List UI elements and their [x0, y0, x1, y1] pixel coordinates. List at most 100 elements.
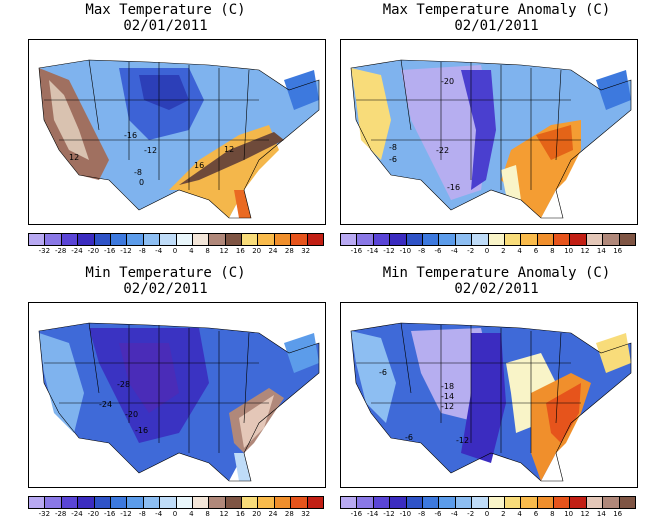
- legend-tick-label: 8: [205, 247, 210, 255]
- legend-tick-label: 20: [252, 247, 262, 255]
- legend-swatch: [439, 234, 456, 245]
- legend-swatch: [160, 497, 177, 508]
- legend-swatch: [225, 234, 243, 245]
- legend-swatch: [472, 234, 489, 245]
- legend-tick-label: 32: [301, 510, 311, 518]
- legend-swatch: [521, 497, 538, 508]
- legend-tick-label: -12: [383, 247, 395, 255]
- legend-tick-label: 24: [268, 247, 278, 255]
- legend-tick-label: 4: [189, 247, 194, 255]
- panel-max-temperature-anomaly: Max Temperature Anomaly (C) 02/01/2011 -…: [331, 0, 662, 263]
- legend-tick-label: -4: [155, 510, 163, 518]
- legend-tick-label: -16: [103, 247, 116, 255]
- legend-tick-label: -8: [418, 247, 426, 255]
- legend-swatch: [373, 497, 391, 508]
- legend-swatch: [110, 234, 128, 245]
- legend-swatch: [78, 497, 95, 508]
- legend-tick-label: -4: [155, 247, 163, 255]
- legend-tick-label: 8: [205, 510, 210, 518]
- legend-colorbar: [28, 233, 324, 246]
- legend-swatch: [127, 234, 144, 245]
- state-boundaries: [38, 59, 320, 219]
- legend-swatch: [258, 234, 275, 245]
- legend-swatch: [488, 234, 505, 245]
- legend-tick-label: -14: [366, 247, 379, 255]
- panel-max-temperature: Max Temperature (C) 02/01/2011 -16 -12 -…: [0, 0, 331, 263]
- contour-label: -8: [134, 168, 142, 177]
- legend-swatch: [455, 497, 473, 508]
- panel-title: Max Temperature Anomaly (C): [382, 2, 611, 18]
- legend-swatch: [521, 234, 538, 245]
- legend-tick-label: 4: [189, 510, 194, 518]
- contour-label: -20: [125, 410, 138, 419]
- legend-swatch: [357, 234, 374, 245]
- legend-swatch: [61, 497, 79, 508]
- legend-swatch: [373, 234, 391, 245]
- legend-tick-label: -8: [138, 247, 146, 255]
- contour-label: -6: [405, 433, 413, 442]
- legend-tick-label: 6: [533, 247, 539, 255]
- legend-swatch: [603, 234, 620, 245]
- legend-swatch: [307, 234, 324, 245]
- panel-title: Max Temperature (C): [85, 2, 246, 18]
- legend-swatch: [406, 497, 423, 508]
- state-boundaries: [350, 59, 632, 219]
- panel-date: 02/02/2011: [123, 281, 208, 297]
- legend-swatch: [274, 234, 292, 245]
- legend-tick-label: -6: [434, 247, 442, 255]
- legend-colorbar: [28, 496, 324, 509]
- legend-tick-label: 16: [235, 510, 245, 518]
- state-boundaries: [350, 322, 632, 482]
- legend-tick-label: 14: [596, 247, 606, 255]
- legend-tick-label: -12: [120, 510, 132, 518]
- legend-swatch: [176, 497, 193, 508]
- legend-tick-label: 10: [564, 247, 574, 255]
- legend-tick-label: 12: [580, 510, 590, 518]
- contour-label: -6: [379, 368, 387, 377]
- contour-label: -16: [447, 183, 460, 192]
- contour-label: 12: [224, 145, 234, 154]
- legend-tick-label: 0: [172, 510, 178, 518]
- map-min-temperature-anomaly: -6 -18 -14 -12 -6 -12: [340, 302, 638, 488]
- legend-swatch: [603, 497, 620, 508]
- legend-tick-label: 28: [284, 247, 294, 255]
- legend-tick-label: -4: [450, 247, 458, 255]
- legend-tick-label: 2: [501, 247, 506, 255]
- legend-tick-label: -16: [350, 510, 363, 518]
- legend-swatch: [390, 234, 407, 245]
- panel-min-temperature-anomaly: Min Temperature Anomaly (C) 02/02/2011 -…: [331, 263, 662, 526]
- contour-label: -28: [117, 380, 130, 389]
- legend-tick-label: -10: [399, 510, 412, 518]
- legend-tick-label: 28: [284, 510, 294, 518]
- map-min-temperature: -28 -24 -20 -16: [28, 302, 326, 488]
- legend-tick-label: 2: [501, 510, 506, 518]
- contour-label: -8: [389, 143, 397, 152]
- legend-swatch: [554, 497, 571, 508]
- legend-swatch: [242, 234, 259, 245]
- legend-swatch: [472, 497, 489, 508]
- legend-swatch: [488, 497, 505, 508]
- legend-tick-label: 8: [550, 510, 555, 518]
- contour-label: -22: [436, 146, 449, 155]
- legend-swatch: [291, 497, 308, 508]
- panel-date: 02/01/2011: [454, 18, 539, 34]
- legend-tick-label: -12: [120, 247, 132, 255]
- legend-tick-label: 16: [235, 247, 245, 255]
- legend-tick-label: 14: [596, 510, 606, 518]
- legend-swatch: [160, 234, 177, 245]
- legend-tick-label: -12: [383, 510, 395, 518]
- legend-swatch: [422, 497, 440, 508]
- legend-swatch: [341, 234, 358, 245]
- legend-swatch: [357, 497, 374, 508]
- panel-date: 02/01/2011: [123, 18, 208, 34]
- legend-swatch: [29, 497, 46, 508]
- legend-tick-label: -2: [467, 510, 475, 518]
- legend-tick-label: -16: [103, 510, 116, 518]
- legend-tick-label: -28: [54, 510, 67, 518]
- contour-label: -12: [456, 436, 469, 445]
- legend-tick-label: -4: [450, 510, 458, 518]
- legend-swatch: [225, 497, 243, 508]
- legend-ticks: -16 -14 -12 -10 -8 -6 -4 -2 0 2 4 6 8 10 12 14 16: [340, 510, 634, 520]
- contour-label: -20: [441, 77, 454, 86]
- legend-tick-label: -24: [71, 247, 83, 255]
